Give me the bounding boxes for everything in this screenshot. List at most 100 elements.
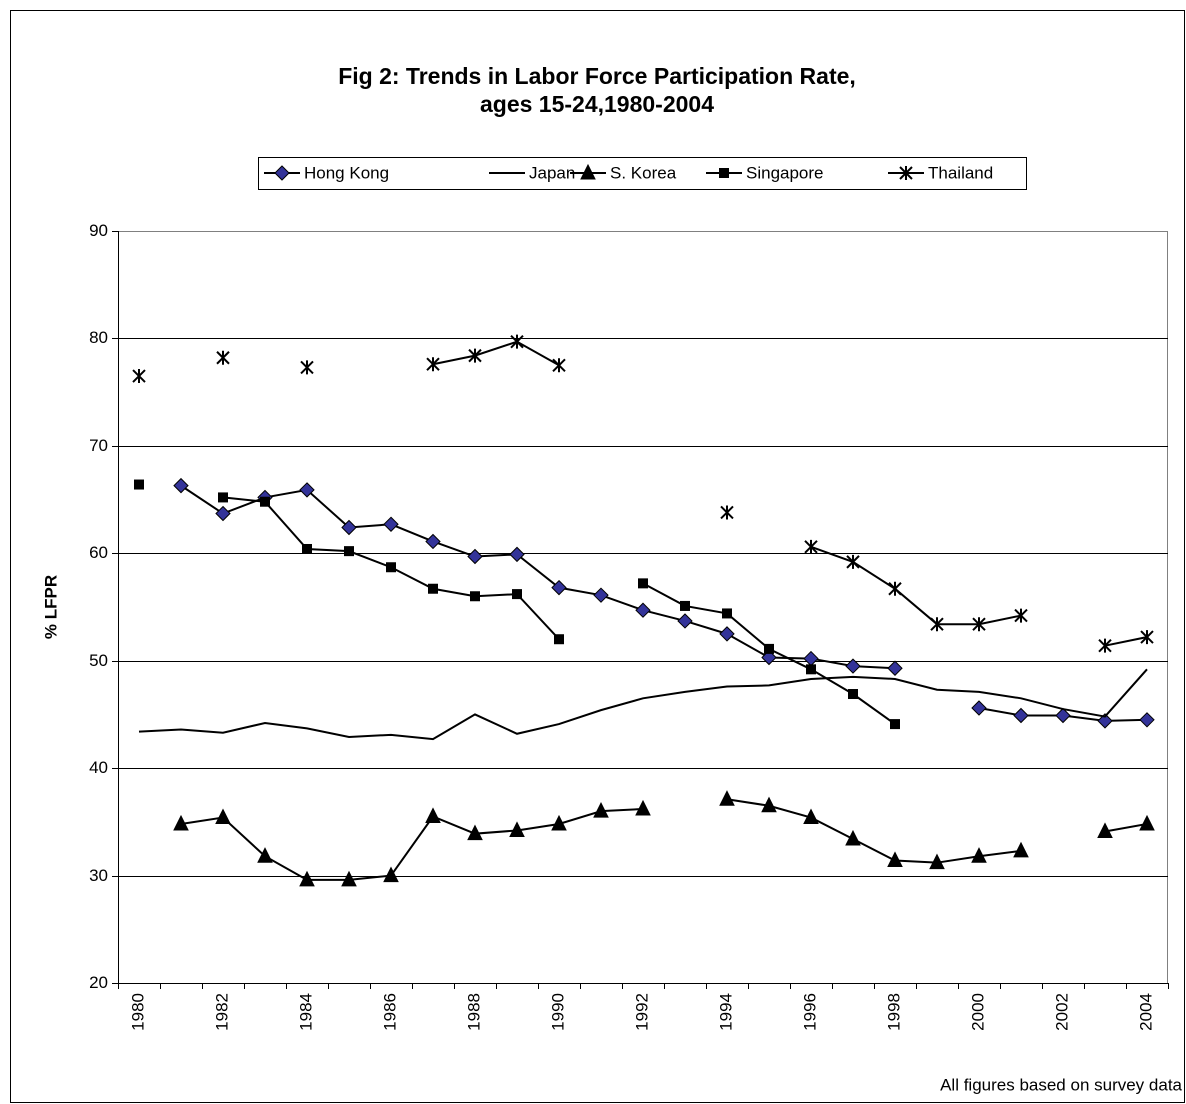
marker	[680, 600, 690, 611]
marker	[512, 589, 522, 600]
marker	[845, 658, 861, 674]
marker	[593, 587, 609, 603]
marker	[215, 505, 231, 522]
x-tick-label: 1998	[884, 993, 903, 1031]
marker	[134, 479, 144, 490]
marker	[887, 851, 903, 868]
marker	[383, 866, 399, 883]
marker	[260, 496, 270, 507]
marker	[554, 634, 564, 645]
marker	[580, 163, 596, 180]
marker	[173, 814, 189, 831]
marker	[1140, 630, 1154, 645]
marker	[719, 626, 735, 642]
y-tick-label: 60	[89, 543, 108, 562]
marker	[719, 790, 735, 806]
marker	[509, 821, 525, 837]
marker	[344, 546, 354, 557]
marker	[300, 360, 314, 375]
marker	[1098, 638, 1112, 653]
marker	[1139, 814, 1155, 831]
marker	[638, 578, 648, 589]
note: All figures based on survey data	[940, 1075, 1182, 1094]
x-tick-label: 1990	[548, 993, 567, 1031]
marker	[845, 829, 861, 846]
chart-title: ages 15-24,1980-2004	[480, 91, 714, 117]
y-tick-label: 70	[89, 436, 108, 455]
legend-label: Hong Kong	[304, 163, 389, 182]
marker	[1013, 707, 1029, 724]
marker	[848, 689, 858, 700]
y-axis-label: % LFPR	[41, 575, 60, 639]
marker	[899, 166, 913, 180]
marker	[467, 548, 483, 565]
x-tick-label: 1986	[380, 993, 399, 1031]
marker	[593, 801, 609, 818]
marker	[426, 357, 440, 372]
marker	[299, 870, 315, 887]
marker	[274, 165, 290, 181]
marker	[764, 643, 774, 654]
marker	[804, 539, 818, 554]
legend-label: S. Korea	[610, 163, 677, 182]
x-tick-label: 1992	[632, 993, 651, 1031]
marker	[1139, 712, 1155, 728]
marker	[972, 617, 986, 632]
x-tick-label: 2000	[968, 993, 987, 1031]
marker	[216, 350, 230, 365]
chart-border	[10, 10, 1185, 1103]
marker	[341, 870, 357, 887]
marker	[722, 608, 732, 619]
marker	[428, 583, 438, 594]
marker	[257, 847, 273, 863]
marker	[132, 369, 146, 384]
marker	[635, 799, 651, 816]
marker	[468, 348, 482, 363]
marker	[341, 519, 357, 536]
marker	[552, 358, 566, 373]
y-tick-label: 90	[89, 221, 108, 240]
x-tick-label: 1996	[800, 993, 819, 1031]
marker	[806, 664, 816, 675]
x-tick-label: 1982	[212, 993, 231, 1031]
y-tick-label: 50	[89, 651, 108, 670]
marker	[1055, 707, 1071, 724]
marker	[386, 562, 396, 573]
marker	[299, 482, 315, 498]
marker	[635, 602, 651, 618]
marker	[551, 579, 567, 596]
marker	[302, 543, 312, 554]
y-tick-label: 30	[89, 866, 108, 885]
marker	[929, 853, 945, 870]
marker	[677, 613, 693, 629]
marker	[971, 847, 987, 863]
marker	[803, 808, 819, 825]
marker	[761, 649, 777, 666]
marker	[888, 581, 902, 596]
x-tick-label: 1994	[716, 993, 735, 1031]
chart-title: Fig 2: Trends in Labor Force Participati…	[338, 63, 856, 89]
marker	[846, 554, 860, 569]
legend-label: Thailand	[928, 163, 993, 182]
marker	[887, 660, 903, 676]
series-line	[138, 668, 1148, 741]
marker	[719, 168, 729, 178]
marker	[1097, 822, 1113, 839]
x-tick-label: 2004	[1136, 993, 1155, 1031]
marker	[971, 700, 987, 716]
marker	[510, 334, 524, 349]
marker	[761, 796, 777, 813]
marker	[470, 591, 480, 602]
series-line	[432, 340, 1148, 647]
marker	[425, 533, 441, 550]
marker	[218, 492, 228, 503]
legend-label: Japan	[529, 163, 575, 182]
x-tick-label: 1984	[296, 993, 315, 1031]
marker	[383, 516, 399, 532]
marker	[467, 824, 483, 841]
marker	[1014, 608, 1028, 623]
marker	[930, 617, 944, 632]
marker	[720, 505, 734, 520]
